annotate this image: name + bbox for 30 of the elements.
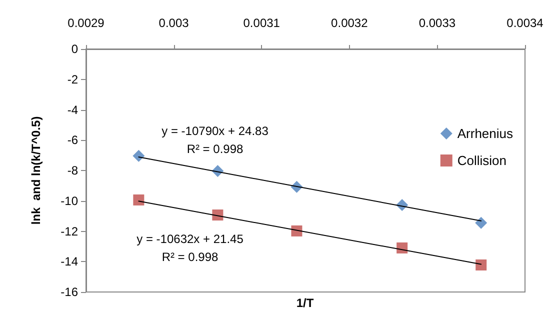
legend-label: Arrhenius xyxy=(457,126,514,141)
y-tick-label: -6 xyxy=(67,133,78,148)
point xyxy=(132,150,145,162)
annotation: y = -10790x + 24.83 xyxy=(162,124,269,138)
y-tick-label: -14 xyxy=(60,254,78,269)
point xyxy=(291,225,302,236)
x-tick-label: 0.0032 xyxy=(331,16,368,30)
legend-label: Collision xyxy=(457,153,507,168)
y-axis-title: lnk and ln(k/T^0.5) xyxy=(29,116,43,225)
point xyxy=(475,216,488,229)
y-tick-label: -4 xyxy=(67,102,78,117)
x-tick-label: 0.0034 xyxy=(506,16,544,30)
annotation: R² = 0.998 xyxy=(186,142,244,156)
point xyxy=(396,242,408,254)
y-tick-label: -2 xyxy=(67,72,78,86)
x-tick-label: 0.003 xyxy=(158,16,190,30)
x-tick-label: 0.0029 xyxy=(68,16,105,30)
point xyxy=(133,194,144,206)
y-tick-label: -16 xyxy=(60,285,78,299)
annotation: R² = 0.998 xyxy=(162,250,219,264)
y-tick-label: -8 xyxy=(67,164,78,178)
annotation: y = -10632x + 21.45 xyxy=(136,232,244,246)
y-tick-label: 0 xyxy=(71,42,78,56)
y-tick-label: -12 xyxy=(60,224,78,238)
point xyxy=(476,259,487,270)
x-axis-title: 1/T xyxy=(296,296,314,310)
x-tick-label: 0.0031 xyxy=(243,16,280,30)
point xyxy=(212,210,224,220)
y-tick-label: -10 xyxy=(60,194,78,208)
x-tick-label: 0.0033 xyxy=(418,16,456,30)
